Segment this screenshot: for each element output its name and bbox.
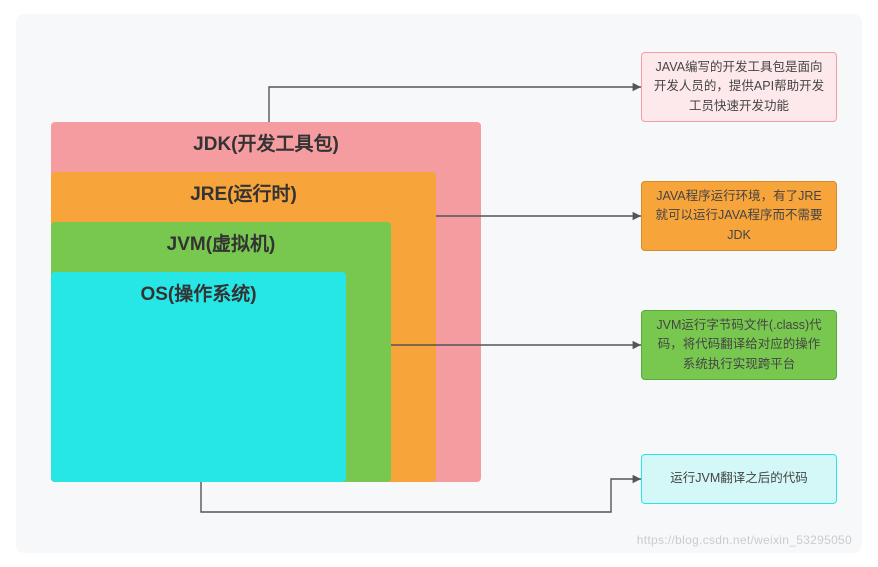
layer-jre-title: JRE(运行时): [52, 179, 435, 206]
callout-jdk: JAVA编写的开发工具包是面向开发人员的，提供API帮助开发工员快速开发功能: [641, 52, 837, 122]
callout-jvm: JVM运行字节码文件(.class)代码，将代码翻译给对应的操作系统执行实现跨平…: [641, 310, 837, 380]
callout-jvm-text: JVM运行字节码文件(.class)代码，将代码翻译给对应的操作系统执行实现跨平…: [652, 316, 826, 374]
layer-jvm-title: JVM(虚拟机): [52, 229, 390, 256]
callout-jdk-text: JAVA编写的开发工具包是面向开发人员的，提供API帮助开发工员快速开发功能: [652, 58, 826, 116]
callout-os-text: 运行JVM翻译之后的代码: [670, 469, 808, 488]
diagram-canvas: JDK(开发工具包) JRE(运行时) JVM(虚拟机) OS(操作系统) JA…: [16, 14, 862, 553]
layer-os-title: OS(操作系统): [52, 279, 345, 306]
layer-os: OS(操作系统): [51, 272, 346, 482]
layer-jdk-title: JDK(开发工具包): [52, 129, 480, 156]
callout-jre-text: JAVA程序运行环境，有了JRE就可以运行JAVA程序而不需要JDK: [652, 187, 826, 245]
callout-jre: JAVA程序运行环境，有了JRE就可以运行JAVA程序而不需要JDK: [641, 181, 837, 251]
watermark-text: https://blog.csdn.net/weixin_53295050: [637, 533, 852, 547]
callout-os: 运行JVM翻译之后的代码: [641, 454, 837, 504]
